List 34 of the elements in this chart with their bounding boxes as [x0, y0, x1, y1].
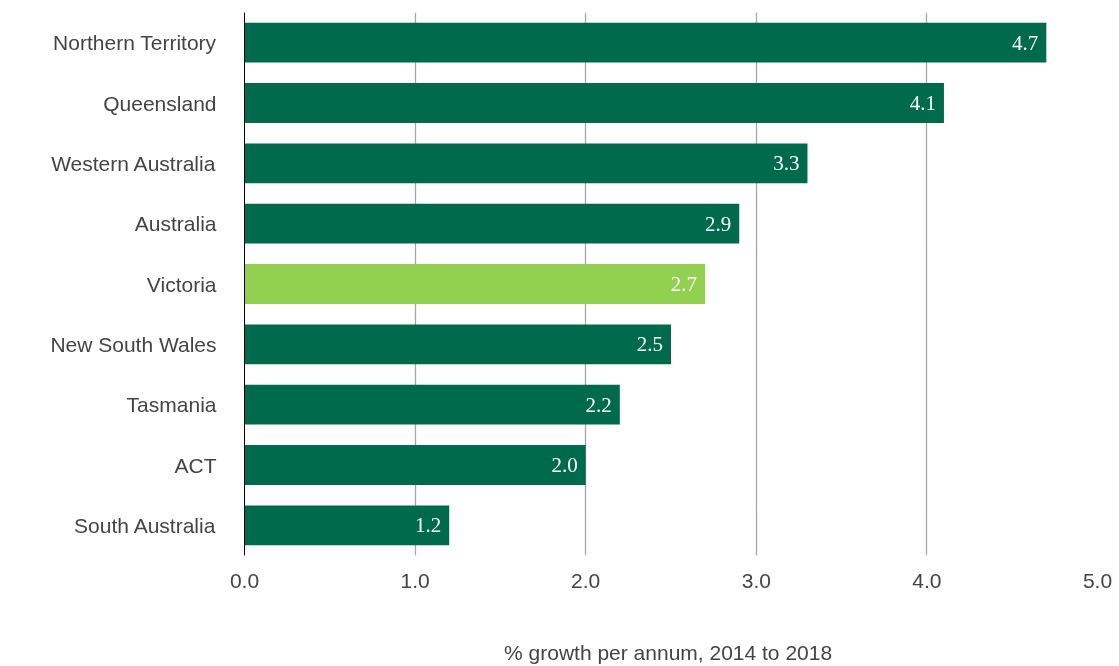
x-tick-label: 0.0: [229, 568, 260, 592]
y-tick-label: Australia: [134, 212, 217, 236]
y-tick-label: Victoria: [146, 272, 217, 296]
y-tick-label: Tasmania: [126, 393, 217, 417]
data-label: 2.2: [585, 392, 612, 417]
data-label: 3.3: [773, 151, 800, 176]
y-tick-label: ACT: [174, 453, 217, 477]
y-tick-label: Northern Territory: [53, 31, 217, 55]
y-tick-label: New South Wales: [50, 332, 217, 356]
data-label: 4.1: [909, 91, 936, 115]
bar: [244, 83, 944, 123]
x-tick-label: 5.0: [1082, 568, 1113, 592]
x-tick-label: 1.0: [400, 568, 430, 592]
bar: [244, 445, 586, 485]
data-label: 2.7: [670, 272, 698, 296]
data-label: 2.0: [551, 453, 578, 477]
data-label: 2.5: [636, 332, 663, 357]
x-tick-label: 4.0: [912, 568, 942, 592]
y-tick-label: Queensland: [103, 91, 217, 115]
bar: [244, 384, 620, 425]
y-tick-label: South Australia: [74, 513, 216, 537]
data-label: 4.7: [1012, 30, 1039, 55]
data-label: 2.9: [704, 211, 732, 236]
bar: [244, 264, 706, 304]
bar: [244, 505, 450, 546]
bar: [244, 143, 808, 184]
x-tick-label: 2.0: [571, 568, 601, 592]
x-axis-title: % growth per annum, 2014 to 2018: [504, 640, 833, 664]
data-label: 1.2: [414, 513, 442, 538]
bar: [244, 203, 740, 244]
bar: [244, 22, 1047, 63]
bar: [244, 324, 671, 365]
x-tick-label: 3.0: [741, 568, 771, 592]
y-tick-label: Western Australia: [51, 151, 216, 175]
